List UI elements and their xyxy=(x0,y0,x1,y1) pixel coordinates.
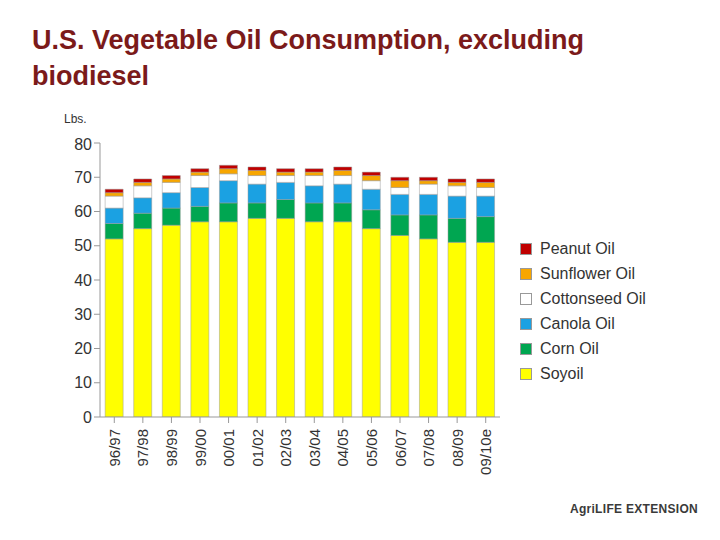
svg-text:20: 20 xyxy=(74,340,92,357)
svg-text:30: 30 xyxy=(74,306,92,323)
svg-text:08/09: 08/09 xyxy=(449,429,466,467)
html-text:Peanut Oil: Peanut Oil xyxy=(540,239,615,257)
svg-text:04/05: 04/05 xyxy=(335,429,352,467)
svg-text:05/06: 05/06 xyxy=(363,429,380,467)
svg-text:60: 60 xyxy=(74,203,92,220)
svg-text:01/02: 01/02 xyxy=(249,429,266,467)
html-text:Soyoil: Soyoil xyxy=(540,364,584,382)
svg-text:70: 70 xyxy=(74,169,92,186)
html-text:Canola Oil: Canola Oil xyxy=(540,314,615,332)
svg-text:80: 80 xyxy=(74,136,92,153)
svg-text:03/04: 03/04 xyxy=(306,429,323,467)
svg-text:50: 50 xyxy=(74,237,92,254)
svg-text:99/00: 99/00 xyxy=(192,429,209,467)
svg-text:98/99: 98/99 xyxy=(163,429,180,467)
svg-text:06/07: 06/07 xyxy=(392,429,409,467)
html-text:Lbs.: Lbs. xyxy=(64,112,87,126)
html-text:Sunflower Oil: Sunflower Oil xyxy=(540,264,636,282)
svg-text:00/01: 00/01 xyxy=(220,429,237,467)
svg-text:07/08: 07/08 xyxy=(420,429,437,467)
html-text:Corn Oil: Corn Oil xyxy=(540,339,599,357)
svg-text:40: 40 xyxy=(74,272,92,289)
html-text:U.S. Vegetable Oil Consumption: U.S. Vegetable Oil Consumption, excludin… xyxy=(32,25,585,91)
svg-text:10: 10 xyxy=(74,374,92,391)
html-text:AgriLIFE EXTENSION: AgriLIFE EXTENSION xyxy=(569,502,698,516)
svg-text:09/10e: 09/10e xyxy=(477,429,494,475)
svg-text:96/97: 96/97 xyxy=(106,429,123,467)
svg-text:02/03: 02/03 xyxy=(277,429,294,467)
html-text:Cottonseed Oil: Cottonseed Oil xyxy=(540,289,646,307)
svg-text:0: 0 xyxy=(83,409,92,426)
svg-text:97/98: 97/98 xyxy=(135,429,152,467)
